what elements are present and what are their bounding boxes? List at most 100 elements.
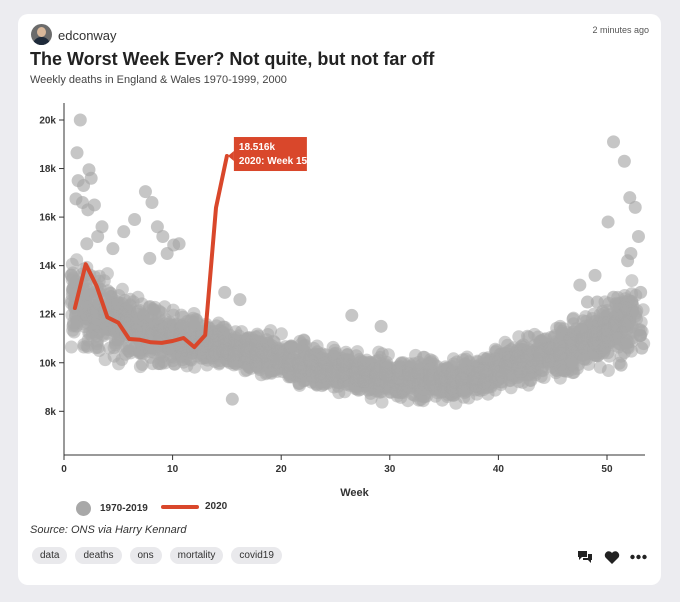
annotation-box [233, 137, 307, 172]
action-bar [576, 549, 647, 565]
x-tick-label: 0 [61, 464, 67, 475]
scatter-point [80, 237, 94, 251]
scatter-point [77, 338, 91, 352]
avatar[interactable] [31, 24, 52, 45]
scatter-point [625, 274, 639, 288]
scatter-point [629, 306, 643, 320]
heart-icon[interactable] [603, 549, 620, 565]
x-tick-label: 20 [276, 464, 288, 475]
scatter-point [67, 316, 80, 329]
scatter-point [73, 113, 87, 127]
tag-covid19[interactable]: covid19 [231, 547, 282, 564]
scatter-point [150, 220, 164, 234]
scatter-point [621, 254, 635, 268]
scatter-point [564, 332, 578, 346]
scatter-point [635, 341, 649, 355]
scatter-point [379, 361, 393, 375]
scatter-point [274, 327, 288, 341]
scatter-point [624, 344, 638, 358]
line-series [72, 154, 229, 350]
scatter-point [95, 220, 109, 234]
scatter-point [172, 237, 186, 251]
scatter-point [522, 378, 535, 392]
x-tick-label: 50 [601, 464, 613, 475]
annotation: 18.516k 2020: Week 15 [227, 137, 308, 172]
line-2020 [72, 154, 229, 350]
x-tick-label: 10 [167, 464, 179, 475]
scatter-point [588, 268, 602, 282]
annotation-value: 18.516k [239, 142, 276, 153]
x-axis-label: Week [340, 487, 369, 499]
scatter-point [478, 364, 492, 378]
y-tick-label: 10k [39, 358, 56, 369]
scatter-point [345, 308, 359, 322]
scatter-point [145, 196, 159, 210]
scatter-point [91, 230, 105, 244]
scatter-point [374, 319, 388, 333]
x-tick-label: 30 [384, 464, 396, 475]
scatter-point [577, 341, 591, 355]
y-tick-label: 16k [39, 213, 56, 224]
chart-title: The Worst Week Ever? Not quite, but not … [30, 49, 435, 69]
annotation-pointer [227, 151, 234, 162]
scatter-point [618, 300, 632, 314]
scatter-point [617, 154, 631, 168]
scatter-point [84, 171, 98, 185]
scatter-point [270, 354, 284, 368]
scatter-point [152, 304, 166, 318]
comments-icon[interactable] [576, 549, 593, 565]
scatter-point [70, 253, 84, 267]
scatter-point [184, 314, 198, 328]
scatter-point [71, 174, 85, 188]
scatter-point [456, 384, 470, 398]
scatter-point [618, 318, 632, 332]
scatter-series [64, 113, 651, 410]
timestamp: 2 minutes ago [592, 25, 649, 35]
tag-mortality[interactable]: mortality [169, 547, 224, 564]
scatter-point [107, 349, 121, 363]
scatter-point [64, 340, 78, 354]
scatter-point [218, 285, 232, 299]
scatter-point [631, 230, 645, 244]
scatter-point [521, 365, 535, 379]
scatter-point [138, 185, 152, 199]
more-icon[interactable] [630, 549, 647, 565]
post-card: edconway 2 minutes ago The Worst Week Ev… [18, 14, 661, 585]
scatter-point [70, 146, 84, 160]
scatter-point [117, 225, 131, 239]
tag-ons[interactable]: ons [129, 547, 162, 564]
scatter-point [573, 278, 587, 292]
scatter-point [64, 268, 78, 282]
scatter-point [81, 203, 95, 217]
scatter-point [218, 331, 232, 345]
source-note: Source: ONS via Harry Kennard [30, 524, 187, 536]
scatter-point [143, 251, 157, 265]
scatter-point [633, 329, 647, 343]
legend-label: 1970-2019 [100, 503, 148, 514]
scatter-point [601, 364, 615, 377]
scatter-point [128, 213, 142, 227]
author-name[interactable]: edconway [58, 28, 117, 43]
chart-subtitle: Weekly deaths in England & Wales 1970-19… [30, 74, 287, 86]
weekly-deaths-chart: 8k 10k 12k 14k 16k 18k 20k 0 10 20 30 40 50 Week 18.5… [39, 103, 651, 499]
y-tick-label: 20k [39, 115, 56, 126]
scatter-point [597, 307, 611, 321]
scatter-point [590, 295, 604, 309]
scatter-point [634, 285, 648, 299]
scatter-point [607, 290, 621, 304]
scatter-point [97, 274, 111, 288]
scatter-point [375, 395, 389, 409]
legend-label: 2020 [205, 501, 228, 512]
scatter-point [585, 312, 599, 325]
scatter-point [293, 334, 307, 348]
scatter-point [628, 200, 642, 214]
scatter-point [601, 215, 615, 229]
tag-list: data deaths ons mortality covid19 [32, 547, 282, 564]
scatter-point [357, 356, 371, 370]
y-tick-label: 18k [39, 164, 56, 175]
tag-data[interactable]: data [32, 547, 68, 564]
y-tick-label: 12k [39, 310, 56, 321]
scatter-point [498, 335, 512, 349]
scatter-point [248, 334, 262, 348]
tag-deaths[interactable]: deaths [75, 547, 122, 564]
